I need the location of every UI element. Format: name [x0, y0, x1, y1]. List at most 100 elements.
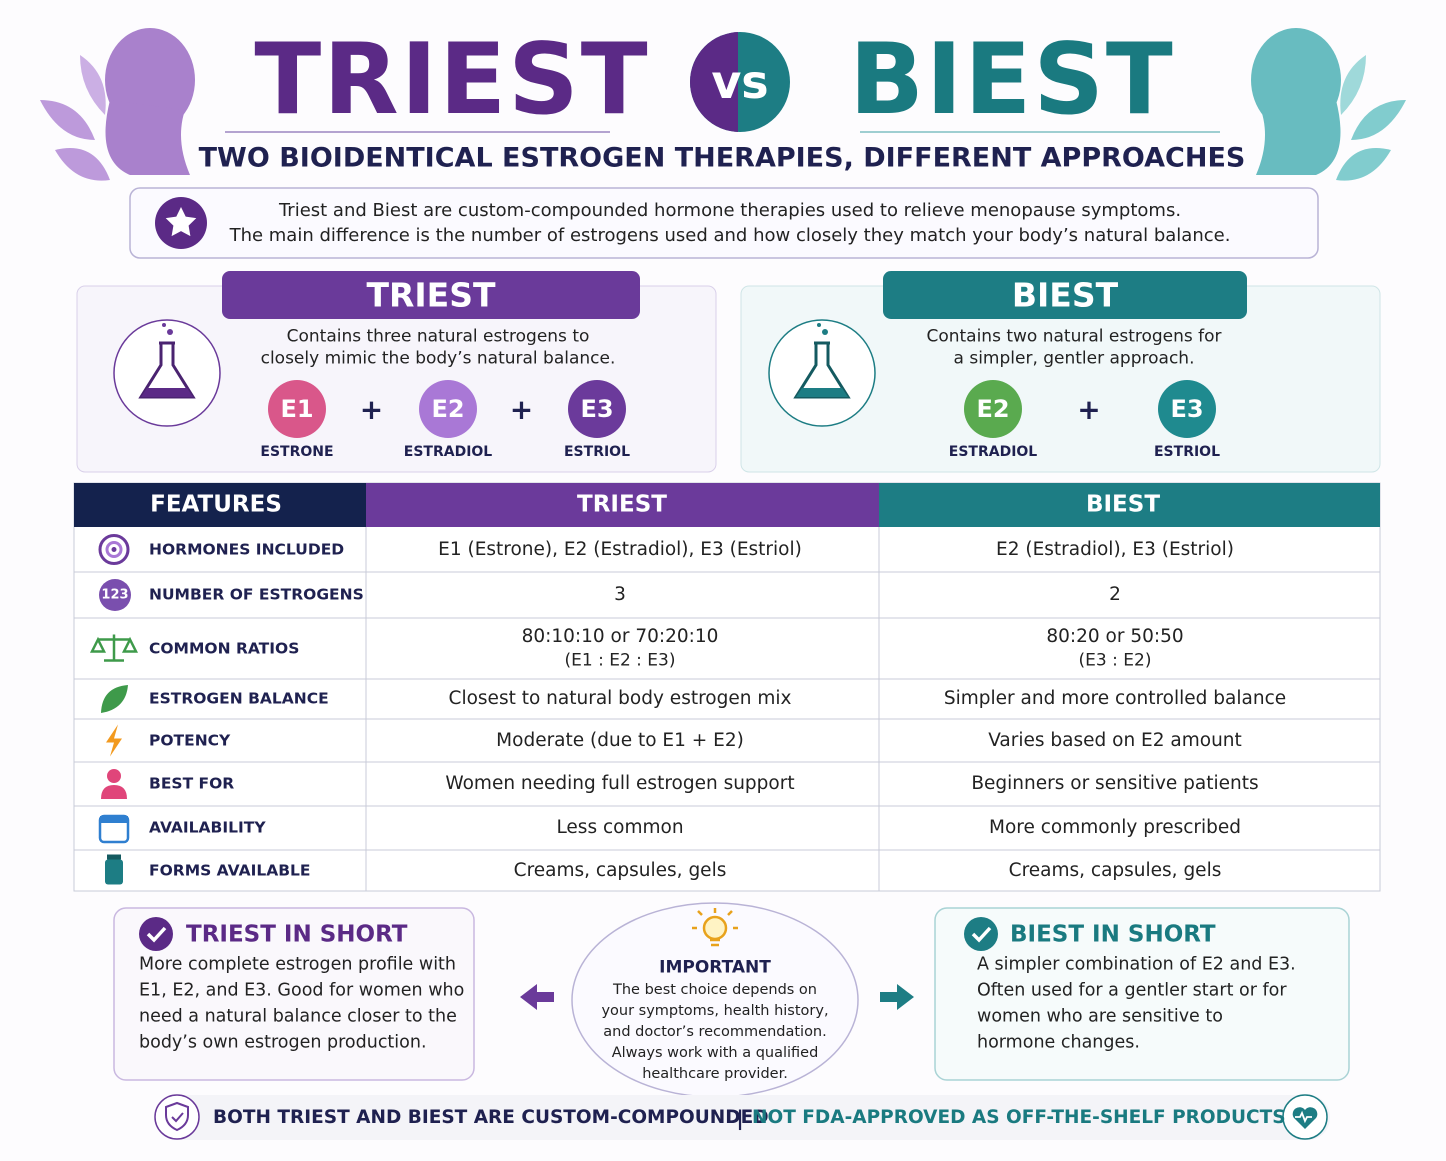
feature-label: COMMON RATIOS — [149, 638, 300, 657]
summary-text: women who are sensitive to — [977, 1006, 1223, 1027]
cell-text: 2 — [1109, 583, 1121, 605]
triest-flask — [113, 319, 221, 427]
cell-text: Women needing full estrogen support — [445, 772, 795, 794]
hormone-code: E1 — [280, 395, 314, 423]
icon — [99, 579, 131, 611]
title-triest: TRIEST — [254, 23, 650, 137]
subtitle: TWO BIOIDENTICAL ESTROGEN THERAPIES, DIF… — [198, 142, 1246, 174]
summary-text: E1, E2, and E3. Good for women who — [139, 980, 465, 1001]
card-title: TRIEST — [366, 275, 496, 315]
intro-text: The main difference is the number of est… — [229, 225, 1231, 246]
biest-header — [879, 483, 1380, 527]
table-frame — [73, 482, 1381, 892]
cell-text: Creams, capsules, gels — [513, 859, 727, 881]
icon — [98, 534, 130, 565]
icon — [105, 541, 123, 558]
summary-text: A simpler combination of E2 and E3. — [977, 954, 1296, 975]
cell-text: Closest to natural body estrogen mix — [448, 687, 792, 709]
icon — [100, 816, 128, 823]
icon — [111, 547, 117, 552]
hormone-name: ESTRADIOL — [948, 444, 1038, 460]
important-title: IMPORTANT — [659, 957, 771, 978]
vs-label: vs — [711, 55, 769, 109]
card-description: closely mimic the body’s natural balance… — [260, 348, 616, 369]
hormone-badge — [268, 380, 326, 438]
card-description: Contains three natural estrogens to — [286, 326, 590, 347]
icon — [107, 769, 121, 783]
important-text: The best choice depends on — [613, 981, 817, 998]
footer-right: NOT FDA-APPROVED AS OFF-THE-SHELF PRODUC… — [752, 1106, 1286, 1128]
hormone-name: ESTRADIOL — [403, 444, 493, 460]
arrow-right — [880, 984, 914, 1010]
icon — [105, 859, 123, 885]
icon-label: 123 — [101, 587, 129, 603]
summary-text: hormone changes. — [977, 1032, 1140, 1053]
hormone-badge — [568, 380, 626, 438]
cell-text: 3 — [614, 583, 626, 605]
icon — [101, 785, 127, 799]
check-icon — [139, 917, 173, 951]
hormone-name: ESTRONE — [260, 444, 334, 460]
cell-text: Less common — [556, 816, 684, 838]
icon — [106, 724, 122, 757]
cell-text: 80:20 or 50:50 — [1046, 625, 1184, 647]
footer-bar — [155, 1095, 1330, 1140]
hormone-name: ESTRIOL — [563, 444, 631, 460]
left-silhouette — [40, 28, 195, 181]
biest-summary-box — [934, 907, 1350, 1081]
feature-label: ESTROGEN BALANCE — [149, 689, 329, 708]
feature-label: BEST FOR — [149, 774, 235, 793]
summary-text: More complete estrogen profile with — [139, 954, 457, 975]
check-icon — [964, 917, 998, 951]
hormone-code: E3 — [1170, 395, 1204, 423]
features-header — [74, 483, 366, 527]
card-description: Contains two natural estrogens for — [926, 326, 1222, 347]
cell-text: E1 (Estrone), E2 (Estradiol), E3 (Estrio… — [438, 538, 802, 560]
hormone-code: E3 — [580, 395, 614, 423]
hormone-code: E2 — [431, 395, 465, 423]
icon — [107, 854, 121, 860]
plus-sign: + — [509, 393, 534, 426]
important-text: Always work with a qualified — [611, 1044, 819, 1061]
right-silhouette — [1251, 28, 1406, 181]
cell-text: 80:10:10 or 70:20:10 — [521, 625, 719, 647]
hormone-name: ESTRIOL — [1153, 444, 1221, 460]
summary-title: TRIEST IN SHORT — [186, 921, 408, 948]
cell-text: Creams, capsules, gels — [1008, 859, 1222, 881]
star — [165, 207, 197, 237]
card-description: a simpler, gentler approach. — [953, 348, 1195, 369]
triest-header — [366, 483, 879, 527]
biest-pill — [883, 271, 1247, 319]
hormone-code: E2 — [976, 395, 1010, 423]
plus-sign: + — [1077, 393, 1101, 426]
feature-label: HORMONES INCLUDED — [149, 539, 345, 558]
important-text: healthcare provider. — [642, 1065, 788, 1082]
summary-text: body’s own estrogen production. — [139, 1032, 427, 1053]
cell-text: Beginners or sensitive patients — [971, 772, 1259, 794]
hormone-badge — [964, 380, 1022, 438]
triest-pill — [222, 271, 640, 319]
arrow-left — [520, 984, 554, 1010]
table-header: BIEST — [1085, 491, 1161, 518]
icon — [101, 685, 128, 713]
feature-label: NUMBER OF ESTROGENS — [149, 585, 364, 604]
title-biest: BIEST — [849, 23, 1175, 137]
intro-box — [129, 187, 1319, 259]
shield-icon — [154, 1094, 200, 1140]
cell-text: Simpler and more controlled balance — [943, 687, 1287, 709]
feature-label: AVAILABILITY — [149, 818, 266, 837]
biest-flask — [768, 319, 876, 427]
footer-separator: | — [736, 1106, 744, 1130]
vs-circle-half — [690, 32, 738, 132]
summary-title: BIEST IN SHORT — [1010, 921, 1216, 948]
table-header: TRIEST — [577, 491, 667, 518]
important-text: your symptoms, health history, — [601, 1002, 829, 1019]
footer-left: BOTH TRIEST AND BIEST ARE CUSTOM-COMPOUN… — [213, 1106, 769, 1128]
feature-label: FORMS AVAILABLE — [149, 860, 311, 879]
table-header: FEATURES — [150, 491, 282, 518]
triest-summary-box — [113, 907, 475, 1081]
card-title: BIEST — [1011, 275, 1119, 315]
bulb-icon — [692, 908, 738, 947]
